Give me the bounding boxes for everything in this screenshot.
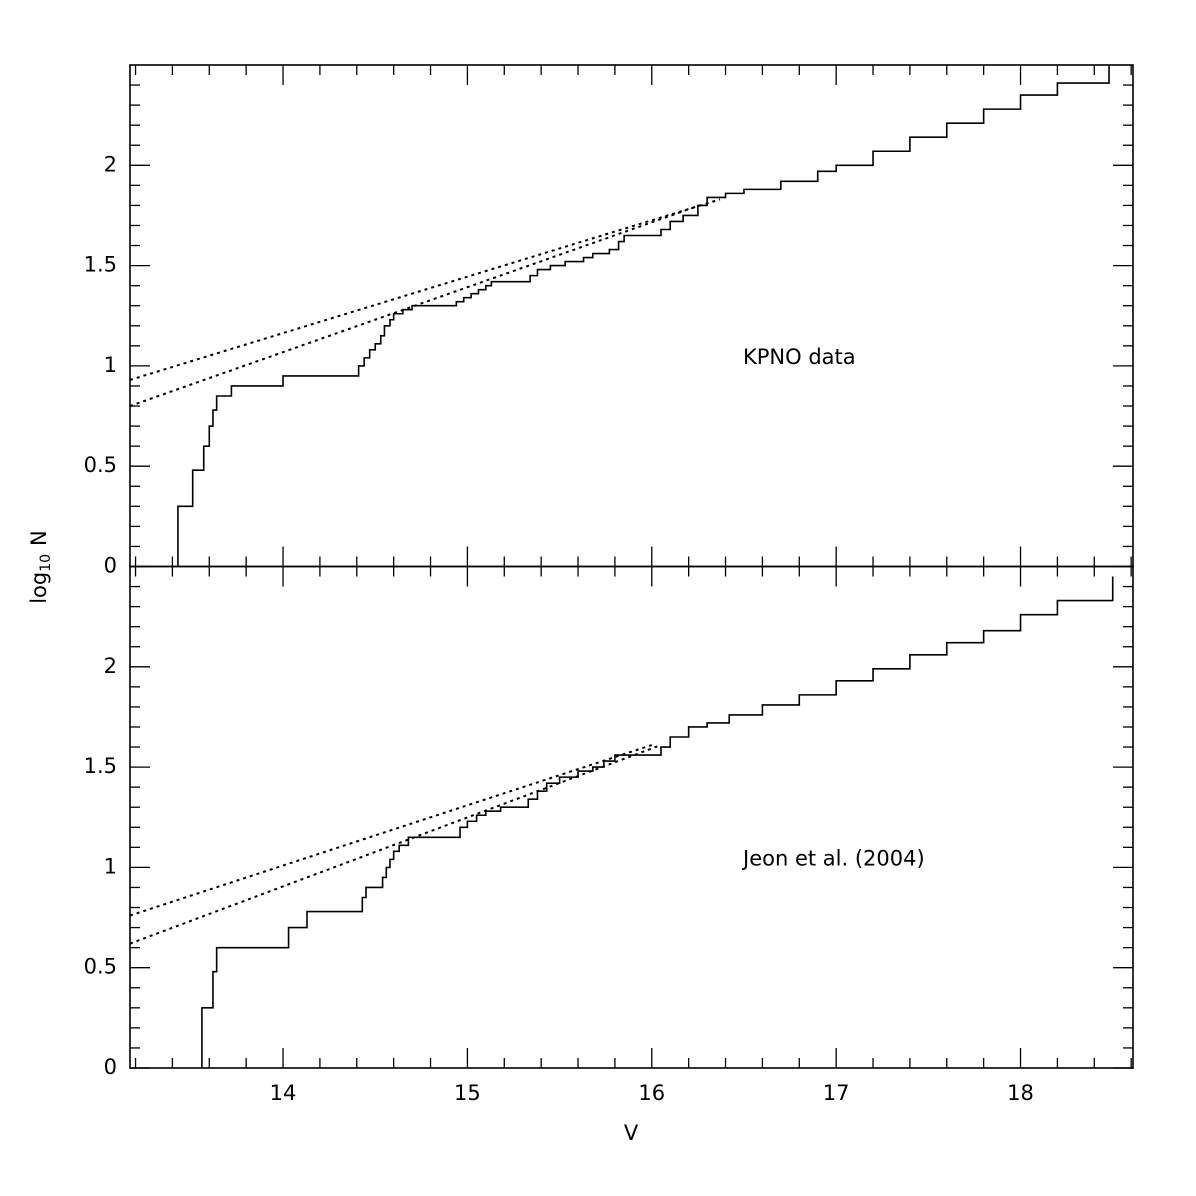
y-tick-label: 0 <box>104 1055 117 1079</box>
x-tick-label: 16 <box>638 1081 665 1105</box>
y-tick-label: 1 <box>104 854 117 878</box>
data-line <box>130 744 653 917</box>
y-tick-label: 1.5 <box>84 754 117 778</box>
y-tick-label: 1 <box>104 353 117 377</box>
y-tick-label: 2 <box>104 152 117 176</box>
y-tick-label: 0.5 <box>84 955 117 979</box>
y-tick-label: 0 <box>104 554 117 578</box>
y-label-base: log <box>27 572 51 604</box>
data-line <box>177 65 1110 567</box>
data-line <box>130 198 721 381</box>
y-tick-label: 2 <box>104 654 117 678</box>
annotation: Jeon et al. (2004) <box>741 847 925 871</box>
y-tick-label: 1.5 <box>84 253 117 277</box>
x-tick-label: 15 <box>454 1081 481 1105</box>
y-label-rest: N <box>27 530 51 546</box>
panel-frame <box>129 565 1134 1069</box>
y-tick-label: 0.5 <box>84 453 117 477</box>
data-line <box>130 204 701 407</box>
annotation: KPNO data <box>743 345 856 369</box>
x-tick-label: 18 <box>1007 1081 1034 1105</box>
y-label-sub: 10 <box>38 554 54 572</box>
y-axis-label: log10 N <box>27 530 54 604</box>
x-tick-label: 14 <box>270 1081 297 1105</box>
x-tick-label: 17 <box>823 1081 850 1105</box>
data-line <box>201 576 1114 1068</box>
x-axis-label: V <box>624 1121 639 1145</box>
